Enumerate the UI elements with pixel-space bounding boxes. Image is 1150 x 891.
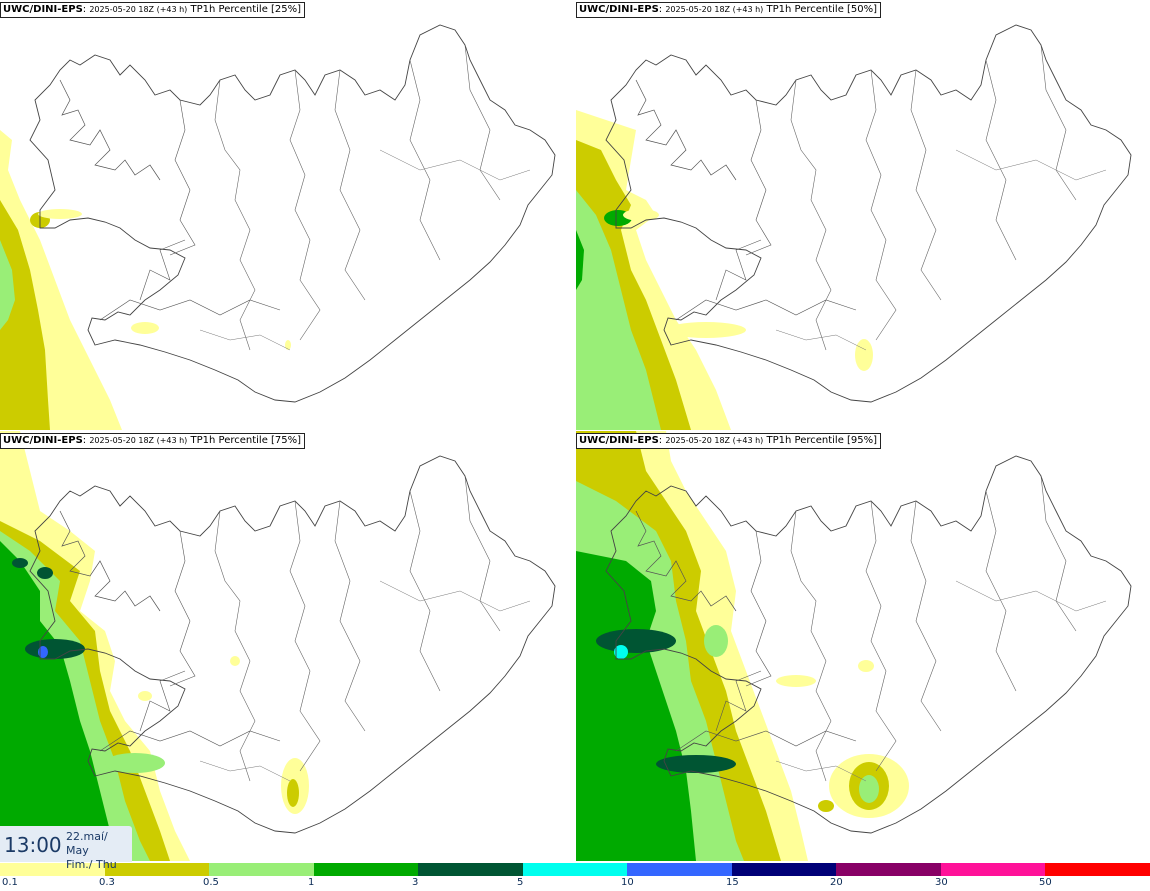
product-label: TP1h Percentile [95%] — [766, 435, 878, 446]
model-name: UWC/DINI-EPS — [579, 4, 659, 15]
map-panel-p95: UWC/DINI-EPS: 2025-05-20 18Z (+43 h) TP1… — [576, 431, 1150, 861]
precip-map-p25 — [0, 24, 556, 430]
panel-title: UWC/DINI-EPS: 2025-05-20 18Z (+43 h) TP1… — [576, 2, 882, 18]
valid-date-line1: 22.maí/ May — [66, 830, 108, 857]
legend-swatch — [522, 863, 628, 876]
product-label: TP1h Percentile [25%] — [190, 4, 302, 15]
model-name: UWC/DINI-EPS — [3, 4, 83, 15]
valid-time: 13:00 — [4, 833, 62, 857]
panel-title: UWC/DINI-EPS: 2025-05-20 18Z (+43 h) TP1… — [0, 2, 306, 18]
panel-title: UWC/DINI-EPS: 2025-05-20 18Z (+43 h) TP1… — [576, 433, 882, 449]
run-time: 2025-05-20 18Z (+43 h) — [665, 5, 764, 14]
panel-title: UWC/DINI-EPS: 2025-05-20 18Z (+43 h) TP1… — [0, 433, 306, 449]
legend-tick-label: 15 — [726, 877, 739, 888]
map-panel-p50: UWC/DINI-EPS: 2025-05-20 18Z (+43 h) TP1… — [576, 0, 1150, 430]
color-legend: 0.1 0.3 0.5 1 3 5 10 15 20 30 50 — [0, 862, 1150, 891]
legend-swatch — [1045, 863, 1150, 876]
product-label: TP1h Percentile [50%] — [766, 4, 878, 15]
product-label: TP1h Percentile [75%] — [190, 435, 302, 446]
map-panel-p25: UWC/DINI-EPS: 2025-05-20 18Z (+43 h) TP1… — [0, 0, 575, 430]
precip-map-p95 — [576, 431, 1132, 861]
legend-tick-label: 10 — [621, 877, 634, 888]
legend-swatch — [313, 863, 419, 876]
valid-date-line2: Fim./ Thu — [66, 858, 117, 871]
legend-tick-label: 5 — [517, 877, 524, 888]
legend-swatch — [418, 863, 523, 876]
valid-time-box: 13:00 22.maí/ May Fim./ Thu — [0, 826, 132, 871]
legend-tick-label: 0.5 — [203, 877, 219, 888]
run-time: 2025-05-20 18Z (+43 h) — [89, 5, 188, 14]
valid-date: 22.maí/ May Fim./ Thu — [66, 830, 132, 872]
legend-swatch — [0, 863, 105, 876]
legend-swatch — [627, 863, 732, 876]
precip-map-p75 — [0, 431, 556, 861]
legend-swatch — [731, 863, 837, 876]
model-name: UWC/DINI-EPS — [579, 435, 659, 446]
legend-tick-label: 0.1 — [2, 877, 18, 888]
legend-swatch — [940, 863, 1046, 876]
legend-tick-label: 20 — [830, 877, 843, 888]
legend-swatch — [836, 863, 941, 876]
legend-tick-label: 50 — [1039, 877, 1052, 888]
legend-swatch — [209, 863, 314, 876]
run-time: 2025-05-20 18Z (+43 h) — [89, 436, 188, 445]
legend-swatch — [104, 863, 210, 876]
panel-divider — [575, 0, 576, 862]
map-panel-p75: UWC/DINI-EPS: 2025-05-20 18Z (+43 h) TP1… — [0, 431, 575, 861]
legend-tick-label: 3 — [412, 877, 419, 888]
model-name: UWC/DINI-EPS — [3, 435, 83, 446]
legend-tick-label: 30 — [935, 877, 948, 888]
run-time: 2025-05-20 18Z (+43 h) — [665, 436, 764, 445]
legend-tick-label: 1 — [308, 877, 315, 888]
legend-swatches — [0, 863, 1150, 876]
precip-map-p50 — [576, 24, 1132, 430]
legend-tick-label: 0.3 — [99, 877, 115, 888]
